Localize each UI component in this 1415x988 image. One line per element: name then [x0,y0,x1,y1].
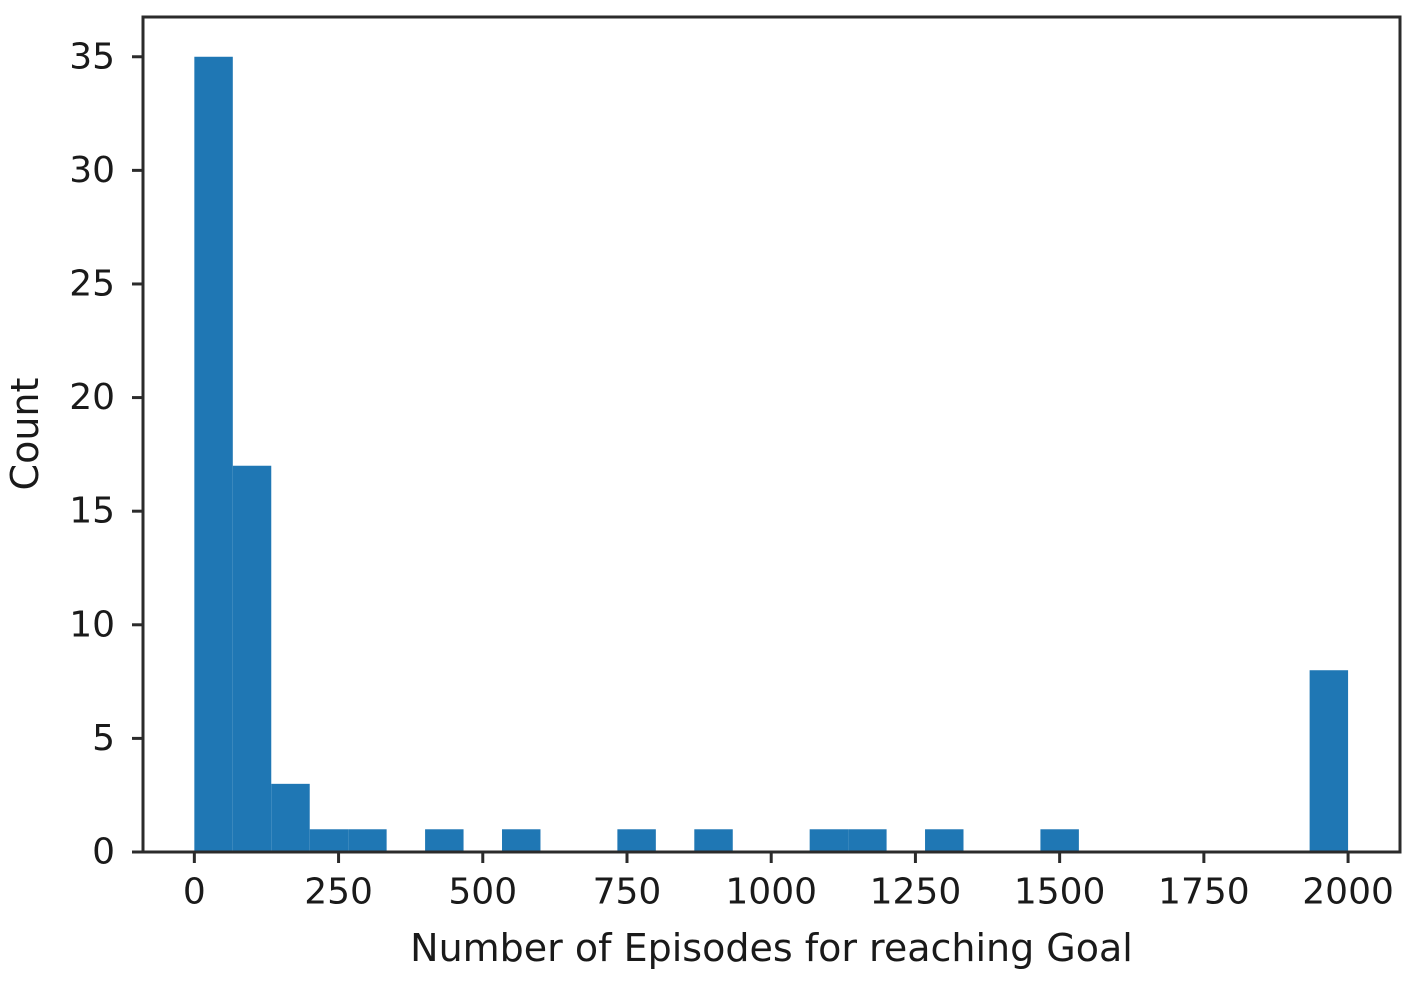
histogram-bar [809,829,849,852]
x-axis-label: Number of Episodes for reaching Goal [410,926,1133,970]
histogram-bar [502,829,541,852]
y-tick-label: 30 [69,150,115,191]
x-tick-label: 250 [304,872,373,913]
y-tick-label: 10 [69,604,115,645]
x-tick-label: 1000 [725,872,817,913]
y-axis-label: Count [3,377,47,491]
x-axis-ticks: 0 250 500 750 1000 1250 1500 1750 2000 [183,852,1394,913]
histogram-bar [925,829,964,852]
x-tick-label: 2000 [1302,872,1394,913]
x-tick-label: 500 [448,872,517,913]
histogram-bar [194,56,233,852]
y-tick-label: 25 [69,263,115,304]
y-axis-ticks: 0 5 10 15 20 25 30 35 [69,36,143,873]
x-tick-label: 1750 [1158,872,1250,913]
plot-border [141,15,1402,854]
histogram-bar [694,829,733,852]
histogram-bar [1309,670,1349,852]
y-tick-label: 20 [69,377,115,418]
histogram-bars [194,56,1349,852]
x-tick-label: 750 [593,872,662,913]
histogram-bar [425,829,464,852]
histogram-bar [309,829,349,852]
histogram-bar [617,829,656,852]
y-tick-label: 5 [92,718,115,759]
x-tick-label: 0 [183,872,206,913]
histogram-bar [232,465,272,852]
x-tick-label: 1500 [1014,872,1106,913]
y-tick-label: 15 [69,491,115,532]
histogram-bar [848,829,887,852]
y-tick-label: 35 [69,36,115,77]
histogram-bar [1040,829,1079,852]
x-tick-label: 1250 [870,872,962,913]
histogram-bar [271,783,310,852]
histogram-bar [348,829,387,852]
y-tick-label: 0 [92,832,115,873]
